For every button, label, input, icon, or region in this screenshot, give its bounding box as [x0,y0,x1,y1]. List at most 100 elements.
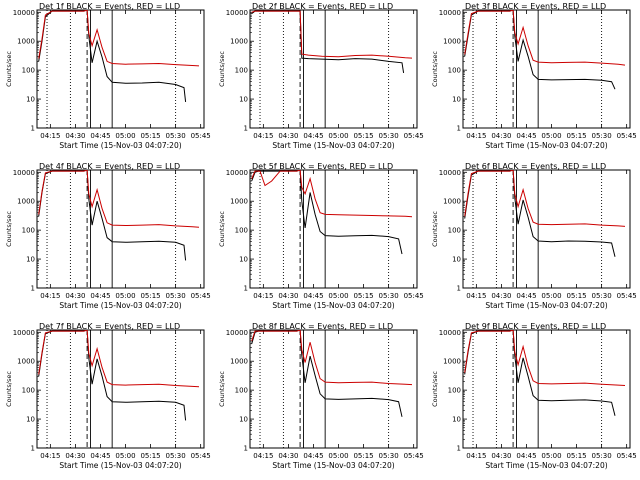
y-axis-label: Counts/sec [431,51,439,87]
series-line-lld [251,10,413,59]
x-tick-label: 04:15 [253,452,273,460]
x-axis-label: Start Time (15-Nov-03 04:07:20) [485,301,607,310]
x-tick-label: 04:30 [65,132,85,140]
y-tick-label: 1 [31,285,35,293]
chart-panel-6: 1 10 100 1000 10000 04:15 04:30 04:45 05:00 05:15… [431,162,637,310]
y-tick-label: 1000 [443,38,461,46]
y-axis-label: Counts/sec [5,371,13,407]
y-tick-label: 10 [452,96,461,104]
x-tick-label: 04:15 [253,292,273,300]
x-tick-label: 05:30 [592,452,612,460]
y-tick-label: 10000 [226,329,248,337]
series-line-lld [464,170,626,227]
series-line-lld [464,10,626,66]
chart-title: Det 5f BLACK = Events, RED = LLD [252,162,393,171]
x-tick-label: 05:15 [566,292,586,300]
x-axis-label: Start Time (15-Nov-03 04:07:20) [272,461,394,470]
chart-panel-3: 1 10 100 1000 10000 04:15 04:30 04:45 05:00 05:15… [431,2,637,150]
y-tick-label: 100 [235,227,248,235]
y-axis-label: Counts/sec [5,211,13,247]
chart-panel-2: 1 10 100 1000 10000 04:15 04:30 04:45 05:00 05:15… [218,2,424,150]
y-tick-label: 10 [239,96,248,104]
plot-frame [462,329,631,449]
y-axis-label: Counts/sec [218,51,226,87]
x-tick-label: 05:00 [115,292,135,300]
plot-frame [462,9,631,129]
series-line-events [464,10,616,90]
series-line-lld [251,170,413,218]
y-tick-label: 1000 [230,38,248,46]
chart-panel-1: 1 10 100 1000 10000 04:15 04:30 04:45 05:00 05:15… [5,2,211,150]
x-tick-label: 04:15 [466,292,486,300]
y-tick-label: 1 [244,445,248,453]
plot-frame [249,169,418,289]
chart-title: Det 9f BLACK = Events, RED = LLD [465,322,606,331]
x-tick-label: 04:45 [516,452,536,460]
x-tick-label: 04:30 [278,132,298,140]
x-tick-label: 04:45 [303,452,323,460]
x-tick-label: 04:15 [40,452,60,460]
y-tick-label: 1 [457,285,461,293]
y-tick-label: 1 [31,125,35,133]
x-tick-label: 05:30 [166,452,186,460]
series-line-events [251,170,403,255]
x-tick-label: 05:45 [617,132,637,140]
x-tick-label: 04:15 [40,292,60,300]
plot-frame [249,9,418,129]
series-line-events [251,330,403,417]
plot-frame [462,169,631,289]
series-line-events [464,170,616,257]
x-tick-label: 04:45 [516,132,536,140]
y-tick-label: 1 [457,445,461,453]
x-tick-label: 05:45 [191,452,211,460]
y-axis-label: Counts/sec [431,371,439,407]
y-tick-label: 1 [244,285,248,293]
y-tick-label: 100 [448,387,461,395]
y-tick-label: 10 [239,416,248,424]
y-axis-label: Counts/sec [218,371,226,407]
x-axis-label: Start Time (15-Nov-03 04:07:20) [272,301,394,310]
x-tick-label: 04:30 [65,452,85,460]
y-axis-label: Counts/sec [5,51,13,87]
y-tick-label: 1000 [230,198,248,206]
y-tick-label: 10000 [439,169,461,177]
x-tick-label: 05:30 [592,132,612,140]
x-tick-label: 05:30 [166,292,186,300]
plot-frame [36,169,205,289]
x-tick-label: 05:30 [592,292,612,300]
y-tick-label: 10 [452,416,461,424]
series-line-lld [251,330,413,386]
chart-title: Det 2f BLACK = Events, RED = LLD [252,2,393,11]
series-line-lld [38,170,200,228]
x-tick-label: 05:00 [541,132,561,140]
x-tick-label: 05:00 [541,452,561,460]
plot-frame [36,9,205,129]
y-axis-label: Counts/sec [218,211,226,247]
y-tick-label: 10 [452,256,461,264]
x-tick-label: 04:30 [491,452,511,460]
chart-panel-9: 1 10 100 1000 10000 04:15 04:30 04:45 05:00 05:15… [431,322,637,470]
x-tick-label: 05:45 [191,292,211,300]
chart-title: Det 3f BLACK = Events, RED = LLD [465,2,606,11]
y-tick-label: 1000 [17,358,35,366]
x-tick-label: 05:15 [566,452,586,460]
y-tick-label: 100 [22,387,35,395]
x-tick-label: 04:15 [253,132,273,140]
y-tick-label: 1000 [443,198,461,206]
y-tick-label: 100 [235,387,248,395]
x-axis-label: Start Time (15-Nov-03 04:07:20) [485,461,607,470]
x-tick-label: 04:45 [303,132,323,140]
x-tick-label: 05:45 [404,292,424,300]
y-tick-label: 10000 [13,329,35,337]
y-tick-label: 10 [26,96,35,104]
x-axis-label: Start Time (15-Nov-03 04:07:20) [59,301,181,310]
y-tick-label: 1000 [443,358,461,366]
x-axis-label: Start Time (15-Nov-03 04:07:20) [59,461,181,470]
y-tick-label: 100 [22,227,35,235]
y-tick-label: 10000 [439,9,461,17]
x-tick-label: 04:30 [278,292,298,300]
y-tick-label: 100 [235,67,248,75]
y-tick-label: 1000 [230,358,248,366]
x-tick-label: 04:45 [516,292,536,300]
